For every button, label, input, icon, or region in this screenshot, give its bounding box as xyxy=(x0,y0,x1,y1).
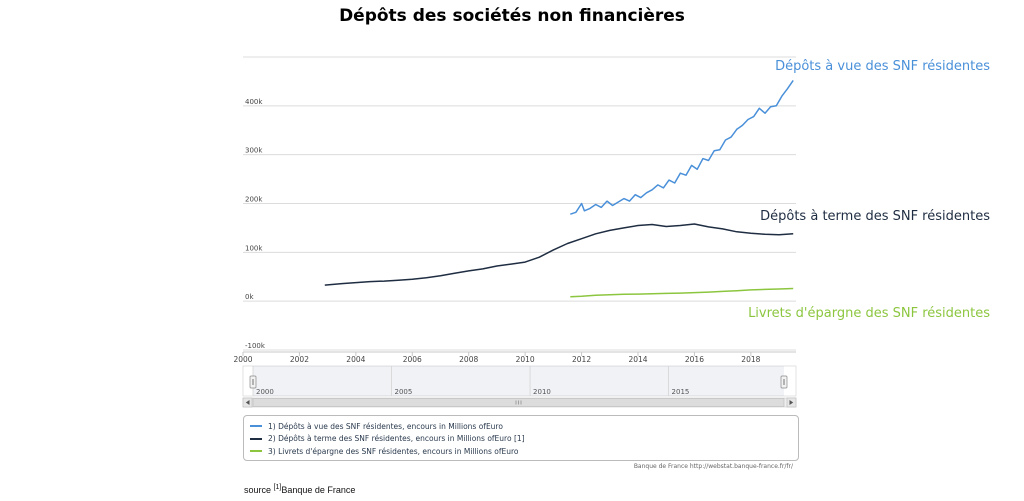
x-tick-label: 2002 xyxy=(290,355,309,364)
source-ref[interactable]: [1] xyxy=(273,484,282,491)
y-tick-label: 300k xyxy=(245,147,263,155)
chart-title: Dépôts des sociétés non financières xyxy=(339,6,685,26)
y-tick-label: 200k xyxy=(245,196,263,204)
grid-lines xyxy=(243,56,796,351)
legend-swatch xyxy=(250,425,262,428)
x-tick-label: 2018 xyxy=(741,355,760,364)
scrollbar-grip-icon xyxy=(515,400,522,405)
navigator-label: 2010 xyxy=(533,388,551,396)
x-tick-label: 2012 xyxy=(572,355,591,364)
legend-label: 1) Dépôts à vue des SNF résidentes, enco… xyxy=(268,421,503,431)
series-annotation-1: Dépôts à vue des SNF résidentes xyxy=(775,59,990,74)
source-prefix: source xyxy=(244,485,274,495)
y-tick-label: 0k xyxy=(245,293,254,301)
navigator-background xyxy=(242,365,797,397)
scroll-left-button[interactable] xyxy=(242,397,253,408)
legend-item-livrets-epargne[interactable]: 3) Livrets d'épargne des SNF résidentes,… xyxy=(250,445,792,458)
series-line-3[interactable] xyxy=(570,287,794,298)
y-axis-ticks: -100k 0k 100k 200k 300k 400k xyxy=(245,98,266,350)
series-line-1[interactable] xyxy=(570,79,794,215)
x-tick-label: 2010 xyxy=(516,355,535,364)
x-tick-label: 2004 xyxy=(346,355,365,364)
navigator-handle-left[interactable] xyxy=(249,375,257,389)
arrow-right-icon xyxy=(789,400,794,405)
legend-label: 3) Livrets d'épargne des SNF résidentes,… xyxy=(268,446,519,456)
legend-swatch xyxy=(250,437,262,440)
chart-canvas: -100k 0k 100k 200k 300k 400k 2000 2002 2004 2006… xyxy=(233,56,990,408)
x-tick-label: 2008 xyxy=(459,355,478,364)
series-annotation-3: Livrets d'épargne des SNF résidentes xyxy=(748,306,990,321)
chart-credit[interactable]: Banque de France http://webstat.banque-f… xyxy=(633,463,793,470)
series-annotation-2: Dépôts à terme des SNF résidentes xyxy=(760,209,990,224)
x-axis-ticks: 2000 2002 2004 2006 2008 2010 2012 2014 2016 2018 xyxy=(233,352,761,364)
legend-item-depots-a-terme[interactable]: 2) Dépôts à terme des SNF résidentes, en… xyxy=(250,433,792,446)
range-navigator[interactable]: 2000 2005 2010 2015 xyxy=(242,365,797,408)
scroll-right-button[interactable] xyxy=(786,397,797,408)
navigator-selection[interactable] xyxy=(253,366,784,396)
series-line-2[interactable] xyxy=(324,223,794,286)
legend-item-depots-a-vue[interactable]: 1) Dépôts à vue des SNF résidentes, enco… xyxy=(250,420,792,433)
navigator-label: 2000 xyxy=(256,388,274,396)
source-note: source [1]Banque de France xyxy=(244,484,355,495)
x-tick-label: 2000 xyxy=(233,355,252,364)
legend-label: 2) Dépôts à terme des SNF résidentes, en… xyxy=(268,434,525,444)
legend-swatch xyxy=(250,450,262,453)
navigator-handle-right[interactable] xyxy=(780,375,788,389)
source-text: Banque de France xyxy=(281,485,356,495)
x-tick-label: 2016 xyxy=(685,355,704,364)
plot-area xyxy=(324,79,794,298)
x-tick-label: 2014 xyxy=(628,355,647,364)
x-tick-label: 2006 xyxy=(403,355,422,364)
series-annotations: Dépôts à vue des SNF résidentes Dépôts à … xyxy=(748,59,990,321)
arrow-left-icon xyxy=(245,400,250,405)
y-tick-label: -100k xyxy=(245,342,266,350)
y-tick-label: 100k xyxy=(245,244,263,252)
navigator-label: 2015 xyxy=(672,388,690,396)
chart-legend: 1) Dépôts à vue des SNF résidentes, enco… xyxy=(243,415,799,461)
navigator-label: 2005 xyxy=(395,388,413,396)
y-tick-label: 400k xyxy=(245,98,263,106)
